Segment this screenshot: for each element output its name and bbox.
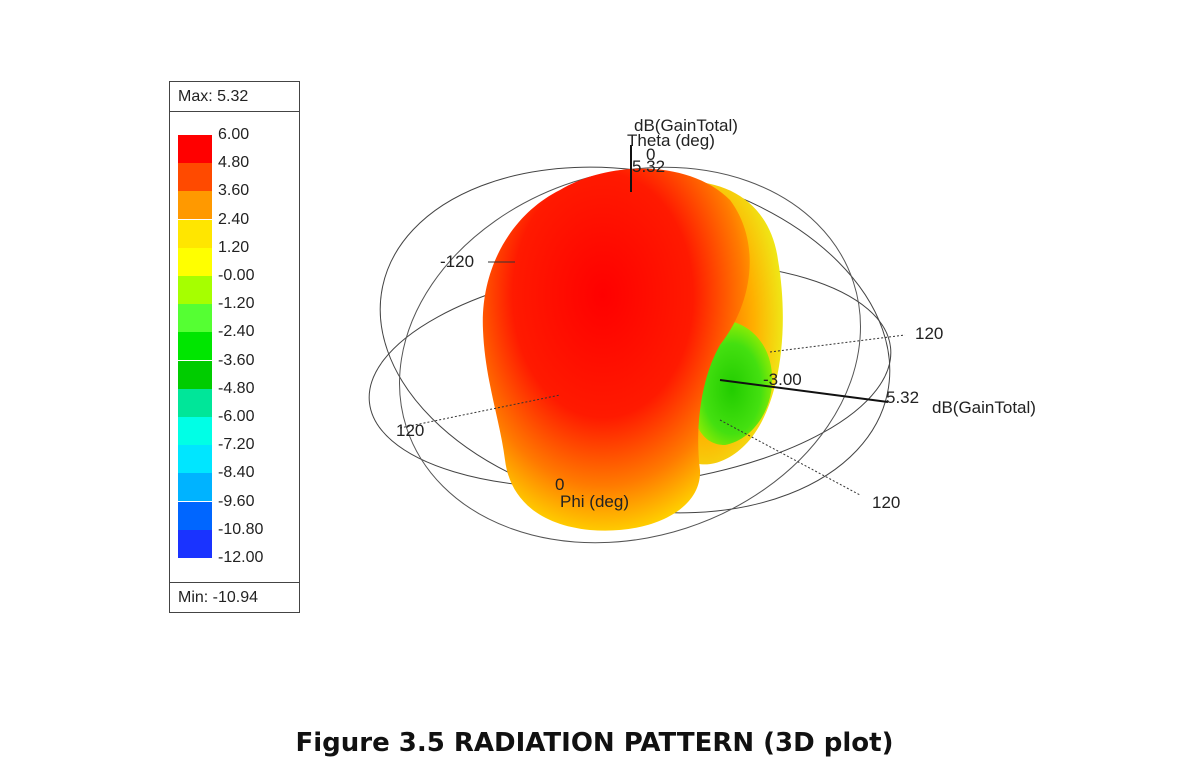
legend-level-label: -1.20 [218,295,255,313]
gain-axis-title: dB(GainTotal) [932,398,1036,417]
tick-120-left: 120 [396,421,424,440]
y-axis-dotted [719,419,861,496]
legend-level-label: 3.60 [218,182,250,200]
radiation-pattern-plot: dB(GainTotal) Theta (deg) 0 5.32 -120 12… [368,116,1036,544]
legend-level-label: -10.80 [218,520,264,538]
legend-swatch [178,219,212,248]
legend-level-label: -7.20 [218,436,255,454]
vertical-circle [399,166,861,544]
legend-swatch [178,332,212,361]
phi-axis-dotted [399,394,561,429]
legend-swatch [178,135,212,163]
legend-level-label: -2.40 [218,323,255,341]
figure-caption: Figure 3.5 RADIATION PATTERN (3D plot) [295,728,894,758]
inner-value-label: -3.00 [763,370,802,389]
legend-level-label: -9.60 [218,492,255,510]
legend-swatch [178,473,212,502]
right-value-label: 5.32 [886,388,919,407]
legend-level-label: 1.20 [218,238,250,256]
legend-min-label: Min: -10.94 [170,582,299,612]
legend-swatch [178,247,212,276]
legend-level-label: -3.60 [218,351,255,369]
phi-zero-label: 0 [555,475,564,494]
legend-level-label: -12.00 [218,549,264,566]
legend-level-label: -0.00 [218,267,255,284]
legend-level-label: 6.00 [218,126,250,143]
legend-level-label: -8.40 [218,464,255,482]
tick-minus-120: -120 [440,252,474,271]
legend-level-label: -4.80 [218,379,255,397]
legend-swatch [178,388,212,417]
theta-axis-title: Theta (deg) [627,131,715,150]
legend-swatch [178,304,212,333]
legend-swatch [178,501,212,530]
legend-swatch [178,445,212,474]
legend-swatch [178,360,212,389]
gain-axis [719,379,889,403]
tick-120-bottom: 120 [872,493,900,512]
legend-swatch [178,276,212,304]
legend-level-label: -6.00 [218,408,255,425]
gain-top-label: dB(GainTotal) [634,116,738,135]
legend-swatch [178,163,212,192]
legend-swatch [178,529,212,558]
tick-120-right: 120 [915,324,943,343]
legend-swatch [178,191,212,220]
legend-level-label: 2.40 [218,210,250,228]
top-value-label: 5.32 [632,157,665,176]
legend-level-label: 4.80 [218,154,250,172]
legend-swatch [178,417,212,445]
legend-max-label: Max: 5.32 [170,82,299,112]
theta-zero-label: 0 [646,145,655,164]
x-axis-dotted [769,334,906,353]
main-lobe [482,168,750,531]
color-legend: Max: 5.32 6.00 4.80 3.60 2.40 1.20 -0.00 -1.20… [169,81,300,613]
phi-axis-title: Phi (deg) [560,492,629,511]
